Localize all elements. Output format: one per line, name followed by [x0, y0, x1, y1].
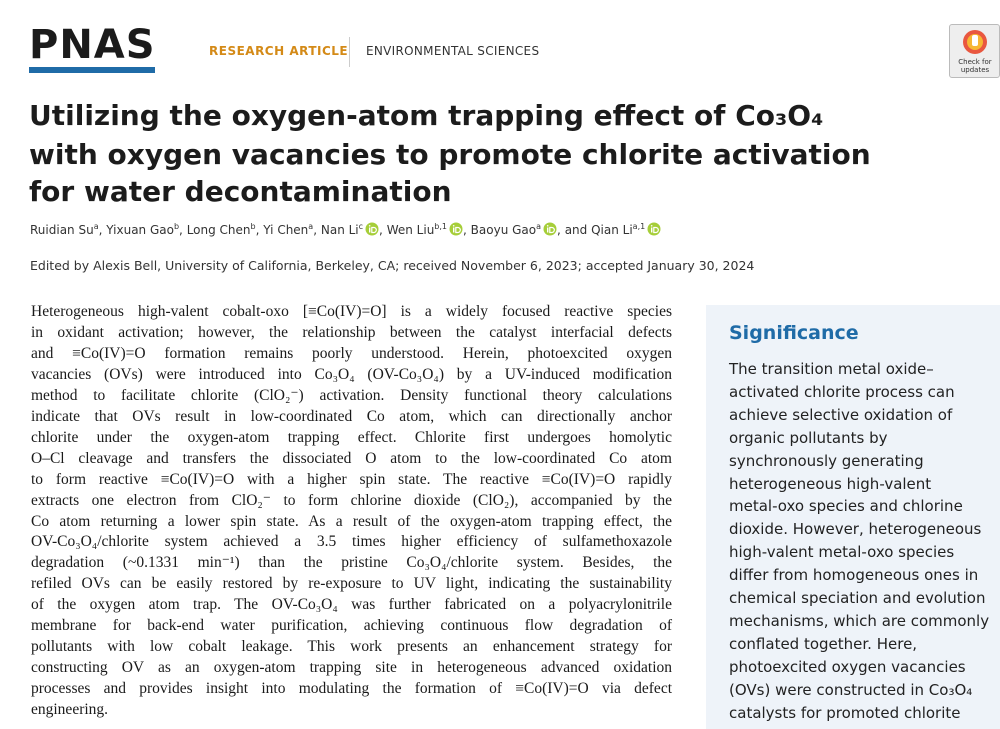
affiliation: b [173, 222, 180, 231]
abstract-line: OV-Co₃O₄/chlorite system achieved a 3.5 … [31, 533, 672, 551]
separator: , [313, 223, 318, 237]
abstract-line: O–Cl cleavage and transfers the dissocia… [31, 449, 672, 467]
significance-heading: Significance [729, 322, 859, 344]
significance-line: achieve selective oxidation of [729, 405, 953, 424]
title-line: with oxygen vacancies to promote chlorit… [29, 138, 871, 171]
abstract-line: Heterogeneous high-valent cobalt-oxo [≡C… [31, 303, 672, 320]
abstract-line: vacancies (OVs) were introduced into Co₃… [31, 365, 672, 383]
significance-line: synchronously generating [729, 451, 924, 470]
author-name[interactable]: Ruidian Su [30, 223, 94, 237]
logo-bar [29, 67, 155, 73]
significance-line: differ from homogeneous ones in [729, 566, 979, 585]
significance-line: The transition metal oxide– [729, 360, 934, 378]
abstract-line: to form reactive ≡Co(IV)=O with a higher… [31, 470, 672, 488]
authors: Ruidian Sua, Yixuan Gaob, Long Chenb, Yi… [30, 222, 661, 237]
orcid-icon[interactable] [365, 222, 379, 236]
conjunction: and [564, 223, 588, 237]
author-name[interactable]: Baoyu Gao [470, 223, 537, 237]
separator: , [463, 223, 467, 237]
abstract-line: membrane for back-end water purification… [31, 617, 672, 635]
significance-line: activated chlorite process can [729, 382, 955, 401]
author-name[interactable]: Wen Liu [386, 223, 435, 237]
separator: , [98, 223, 103, 237]
separator: , [379, 223, 383, 237]
affiliation: c [358, 222, 364, 231]
significance-line: catalysts for promoted chlorite [729, 703, 961, 722]
significance-line: (OVs) were constructed in Co₃O₄ [729, 680, 973, 699]
abstract-line: refiled OVs can be easily restored by re… [31, 575, 672, 593]
significance-line: metal-oxo species and chlorine [729, 497, 963, 516]
author-name[interactable]: Nan Li [320, 223, 359, 237]
separator: , [557, 223, 561, 237]
title-line: Utilizing the oxygen-atom trapping effec… [29, 99, 824, 132]
significance-line: photoexcited oxygen vacancies [729, 657, 966, 676]
separator: , [255, 223, 260, 237]
abstract-line: chlorite under the oxygen-atom trapping … [31, 428, 672, 446]
edited-by: Edited by Alexis Bell, University of Cal… [30, 258, 755, 273]
significance-line: heterogeneous high-valent [729, 474, 932, 493]
check-updates-badge[interactable]: Check for updates [949, 24, 1000, 78]
affiliation: b [250, 222, 256, 231]
significance-line: organic pollutants by [729, 428, 888, 447]
abstract-line: extracts one electron from ClO₂⁻ to form… [31, 491, 672, 509]
affiliation: a [308, 222, 314, 231]
orcid-icon[interactable] [543, 222, 557, 236]
logo[interactable]: PNAS [29, 22, 156, 68]
badge-text: Check for [958, 58, 992, 66]
affiliation: a [93, 222, 99, 231]
abstract-line: constructing OV as an oxygen-atom trappi… [31, 659, 672, 677]
orcid-icon[interactable] [449, 222, 463, 236]
abstract-line: pollutants with low cobalt leakage. This… [31, 638, 672, 656]
abstract-line: method to facilitate chlorite (ClO₂⁻) ac… [31, 386, 672, 404]
significance-box [706, 305, 1000, 729]
significance-line: conflated together. Here, [729, 634, 918, 653]
abstract-line: processes and provides insight into modu… [31, 680, 672, 698]
abstract-line: in oxidant activation; however, the rela… [31, 323, 672, 341]
author-name[interactable]: Qian Li [591, 223, 633, 237]
significance-line: mechanisms, which are commonly [729, 611, 990, 630]
significance-line: chemical speciation and evolution [729, 589, 986, 607]
affiliation: a [536, 222, 542, 231]
abstract-line: of the oxygen atom trap. The OV-Co₃O₄ wa… [31, 596, 672, 614]
badge-text: updates [960, 66, 990, 74]
affiliation: a,1 [632, 222, 646, 231]
article-type: RESEARCH ARTICLE [209, 44, 349, 58]
significance-line: high-valent metal-oxo species [729, 543, 955, 562]
abstract-line: indicate that OVs result in low-coordina… [31, 407, 672, 425]
orcid-icon[interactable] [647, 222, 661, 236]
abstract-line: degradation (~0.1331 min⁻¹) than the pri… [31, 554, 672, 572]
author-name[interactable]: Yi Chen [263, 223, 309, 237]
title-line: for water decontamination [29, 175, 452, 208]
abstract-line: and ≡Co(IV)=O formation remains poorly u… [31, 344, 672, 362]
author-name[interactable]: Long Chen [186, 223, 251, 237]
author-name[interactable]: Yixuan Gao [106, 223, 174, 237]
divider [349, 37, 350, 67]
abstract-line: engineering. [31, 701, 109, 719]
separator: , [179, 223, 183, 237]
significance-line: dioxide. However, heterogeneous [729, 520, 982, 539]
badge-icon [963, 30, 987, 54]
section-label[interactable]: ENVIRONMENTAL SCIENCES [366, 44, 540, 58]
affiliation: b,1 [434, 222, 448, 231]
abstract-line: Co atom returning a lower spin state. As… [31, 512, 672, 530]
